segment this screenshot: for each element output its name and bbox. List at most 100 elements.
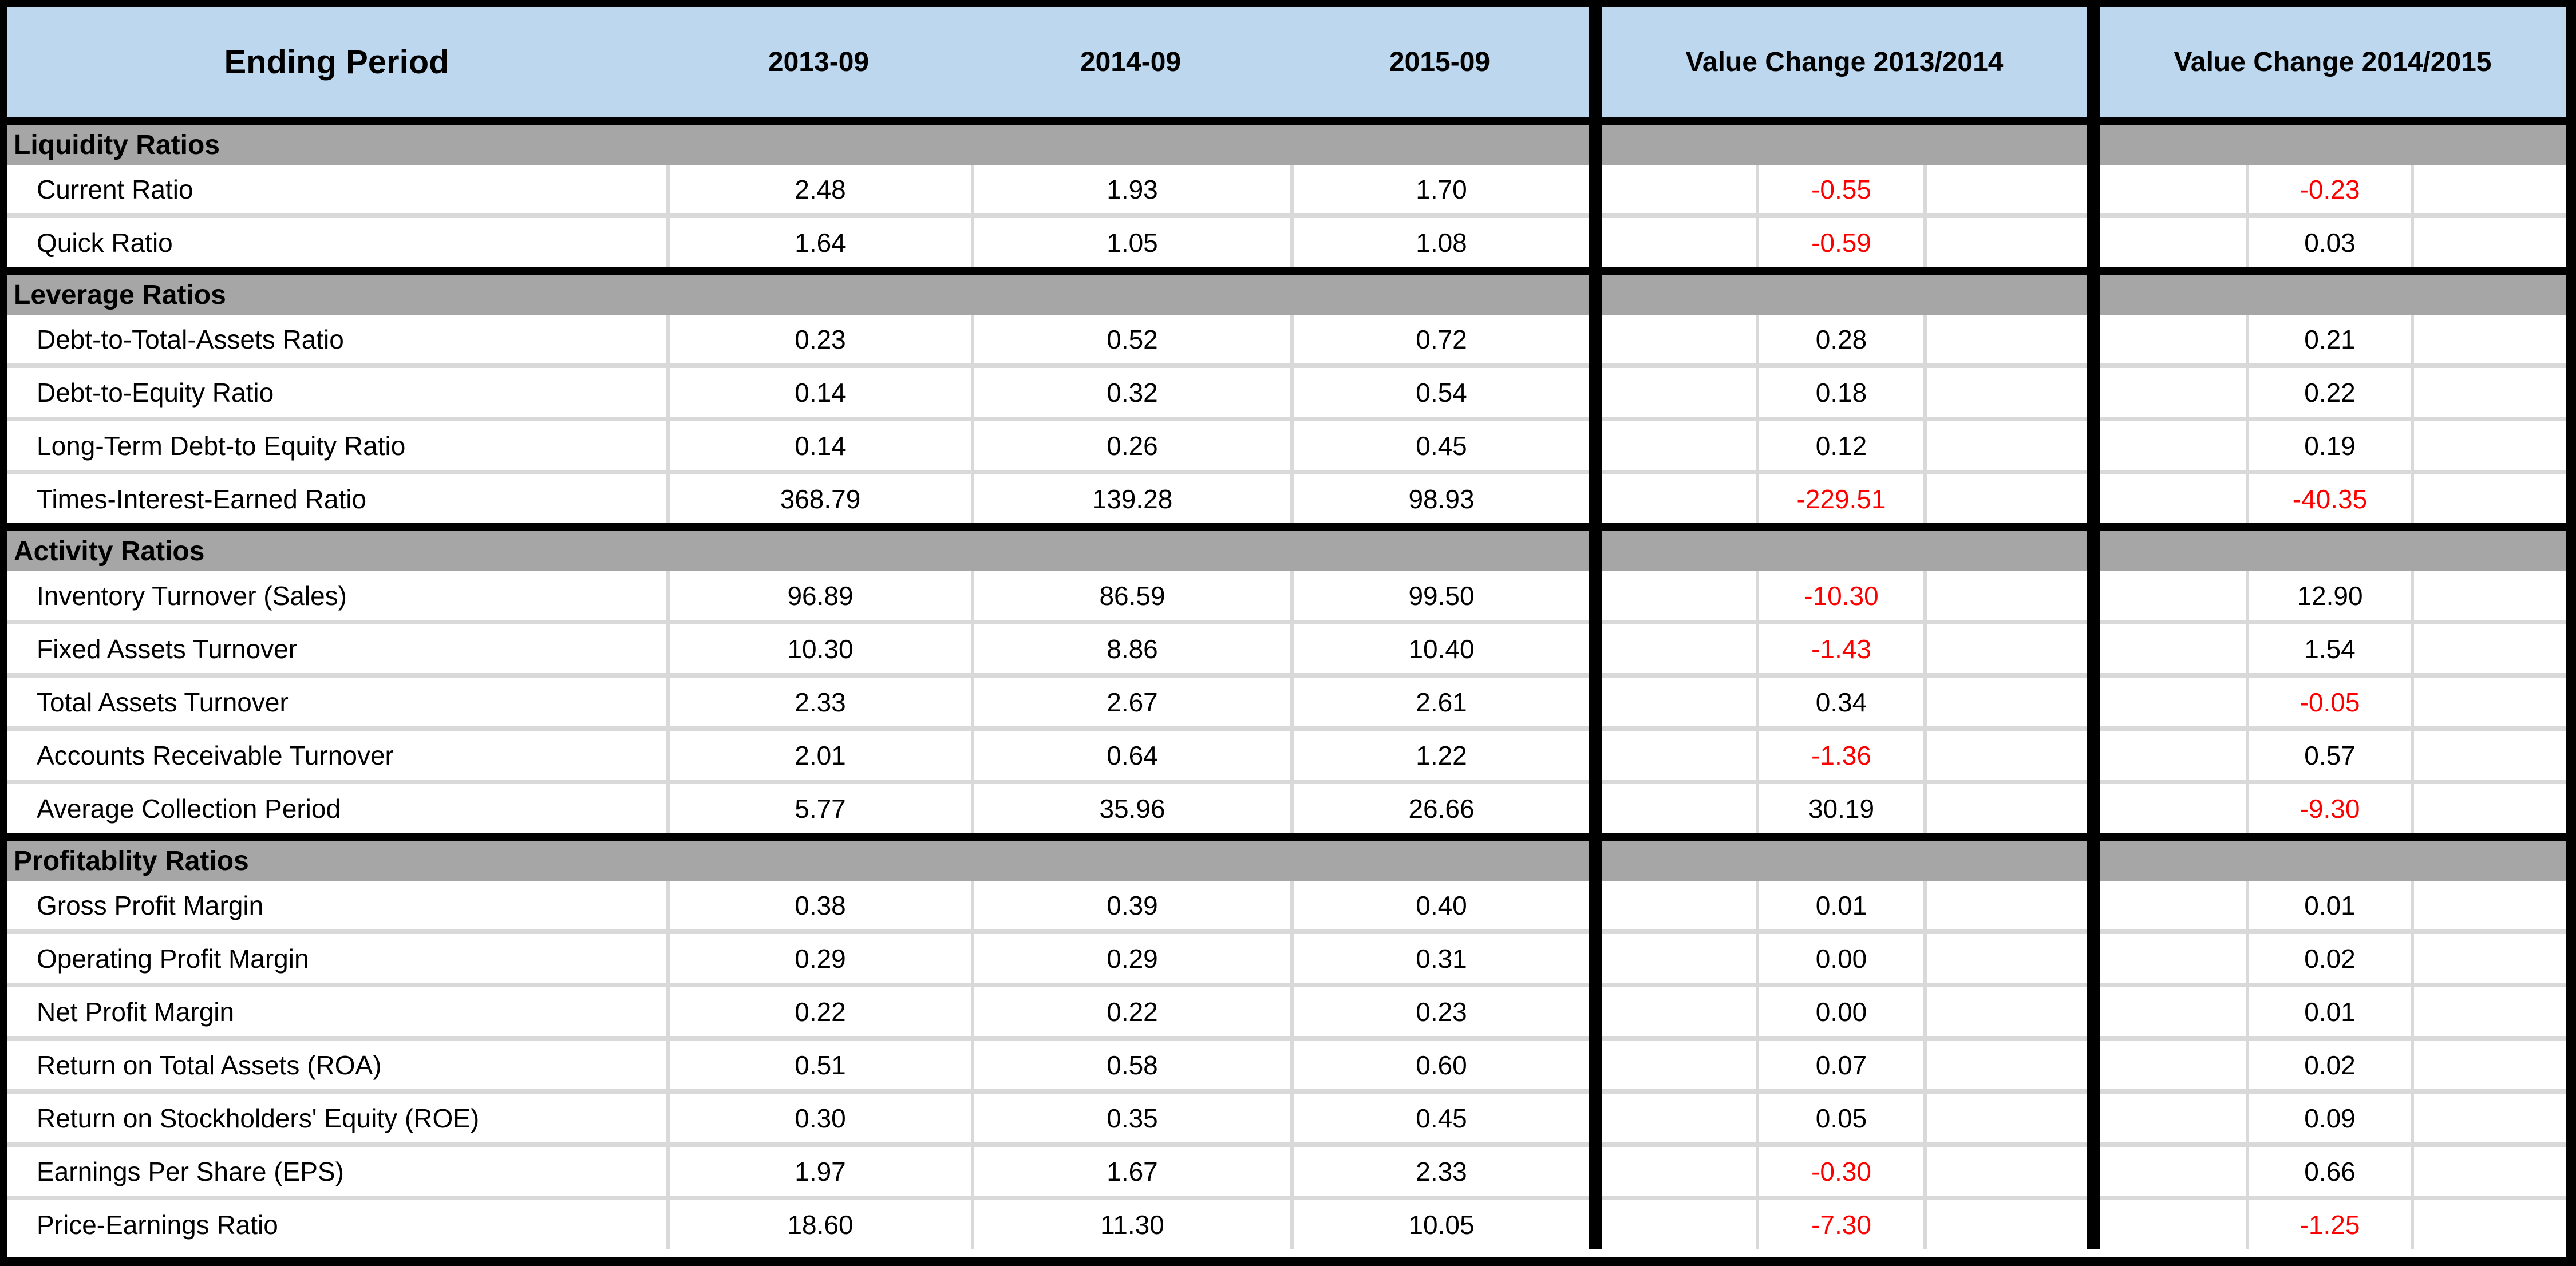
separator-segment [7, 363, 1589, 368]
row-separator [7, 1089, 2566, 1094]
cell-value: 0.01 [2304, 996, 2356, 1027]
cell-value: -1.36 [1811, 740, 1871, 770]
spacer-cell [1602, 315, 1756, 363]
spacer-cell [2411, 165, 2566, 213]
spacer-cell [2100, 421, 2246, 470]
header-2015-09: 2015-09 [1290, 7, 1589, 117]
section-row: Leverage Ratios [7, 275, 2566, 315]
spacer-cell [2411, 571, 2566, 620]
change-cell-2014-2015: 0.09 [2246, 1094, 2411, 1142]
separator-segment [1602, 1036, 2087, 1041]
column-divider [2087, 726, 2100, 731]
column-divider [2087, 213, 2100, 218]
column-divider [2087, 275, 2100, 315]
table-row: Long-Term Debt-to Equity Ratio 0.14 0.26 0.… [7, 421, 2566, 470]
section-title: Liquidity Ratios [14, 129, 220, 160]
change-cell-2013-2014: -229.51 [1756, 474, 1923, 523]
value-cell-2014-09: 2.67 [971, 678, 1290, 726]
change-cell-2013-2014: 0.01 [1756, 881, 1923, 929]
row-label-cell: Current Ratio [7, 165, 666, 213]
separator-segment [1602, 780, 2087, 784]
column-divider [2087, 1094, 2100, 1142]
cell-value: 98.93 [1408, 484, 1475, 514]
spacer-cell [2411, 1200, 2566, 1249]
column-divider [1589, 784, 1602, 833]
value-cell-2015-09: 10.05 [1290, 1200, 1589, 1249]
separator-segment [1602, 726, 2087, 731]
value-cell-2014-09: 0.58 [971, 1041, 1290, 1089]
spacer-cell [2411, 1094, 2566, 1142]
value-cell-2015-09: 0.54 [1290, 368, 1589, 417]
column-divider [2087, 934, 2100, 983]
column-divider [2087, 417, 2100, 421]
cell-value: 0.29 [1107, 943, 1158, 974]
section-spacer [1602, 125, 2087, 165]
row-label: Debt-to-Total-Assets Ratio [37, 324, 344, 354]
separator-segment [2100, 1142, 2566, 1147]
spacer-cell [2411, 881, 2566, 929]
section-divider [7, 833, 2566, 841]
table-row: Quick Ratio 1.64 1.05 1.08 -0.59 0.03 [7, 218, 2566, 267]
spacer-cell [2100, 474, 2246, 523]
column-divider [1589, 315, 1602, 363]
section-spacer [2100, 275, 2566, 315]
spacer-cell [1602, 987, 1756, 1036]
column-divider [1589, 218, 1602, 267]
column-divider [1589, 1142, 1602, 1147]
spacer-cell [1923, 678, 2087, 726]
row-separator [7, 1036, 2566, 1041]
cell-value: 0.01 [1815, 890, 1867, 920]
separator-segment [2100, 983, 2566, 987]
cell-value: 0.21 [2304, 324, 2356, 354]
cell-value: 0.31 [1416, 943, 1467, 974]
change-cell-2014-2015: 12.90 [2246, 571, 2411, 620]
cell-value: 10.05 [1408, 1209, 1475, 1240]
change-cell-2014-2015: 0.01 [2246, 881, 2411, 929]
row-label: Total Assets Turnover [37, 687, 289, 717]
header-change-label: Value Change 2013/2014 [1685, 46, 2004, 77]
value-cell-2014-09: 86.59 [971, 571, 1290, 620]
separator-segment [7, 1036, 1589, 1041]
column-divider [1589, 363, 1602, 368]
cell-value: 1.70 [1416, 174, 1467, 204]
column-divider [1589, 213, 1602, 218]
cell-value: 0.52 [1107, 324, 1158, 354]
section-title: Profitablity Ratios [14, 845, 249, 876]
row-label: Accounts Receivable Turnover [37, 740, 394, 770]
table-row: Average Collection Period 5.77 35.96 26.66 3… [7, 784, 2566, 833]
value-cell-2013-09: 10.30 [666, 624, 971, 673]
column-divider [2087, 987, 2100, 1036]
row-label-cell: Quick Ratio [7, 218, 666, 267]
separator-segment [2100, 673, 2566, 678]
column-divider [2087, 983, 2100, 987]
spacer-cell [2411, 1147, 2566, 1196]
section-spacer [1602, 275, 2087, 315]
spacer-cell [2411, 368, 2566, 417]
section-title-cell: Liquidity Ratios [7, 125, 1589, 165]
cell-value: 0.54 [1416, 377, 1467, 408]
spacer-cell [1923, 1200, 2087, 1249]
cell-value: 0.01 [2304, 890, 2356, 920]
spacer-cell [1923, 624, 2087, 673]
separator-segment [7, 1142, 1589, 1147]
cell-value: 5.77 [795, 793, 846, 824]
change-cell-2013-2014: -10.30 [1756, 571, 1923, 620]
cell-value: 2.67 [1107, 687, 1158, 717]
value-cell-2014-09: 0.35 [971, 1094, 1290, 1142]
spacer-cell [1602, 784, 1756, 833]
value-cell-2015-09: 1.70 [1290, 165, 1589, 213]
column-divider [1589, 881, 1602, 929]
separator-segment [2100, 470, 2566, 474]
section-row: Liquidity Ratios [7, 125, 2566, 165]
column-divider [2087, 474, 2100, 523]
value-cell-2013-09: 96.89 [666, 571, 971, 620]
row-label: Quick Ratio [37, 227, 173, 258]
value-cell-2014-09: 0.29 [971, 934, 1290, 983]
cell-value: 0.39 [1107, 890, 1158, 920]
change-cell-2013-2014: 0.05 [1756, 1094, 1923, 1142]
header-year-label: 2013-09 [768, 46, 870, 77]
value-cell-2013-09: 0.14 [666, 368, 971, 417]
column-divider [1589, 1094, 1602, 1142]
separator-segment [7, 983, 1589, 987]
spacer-cell [1923, 474, 2087, 523]
